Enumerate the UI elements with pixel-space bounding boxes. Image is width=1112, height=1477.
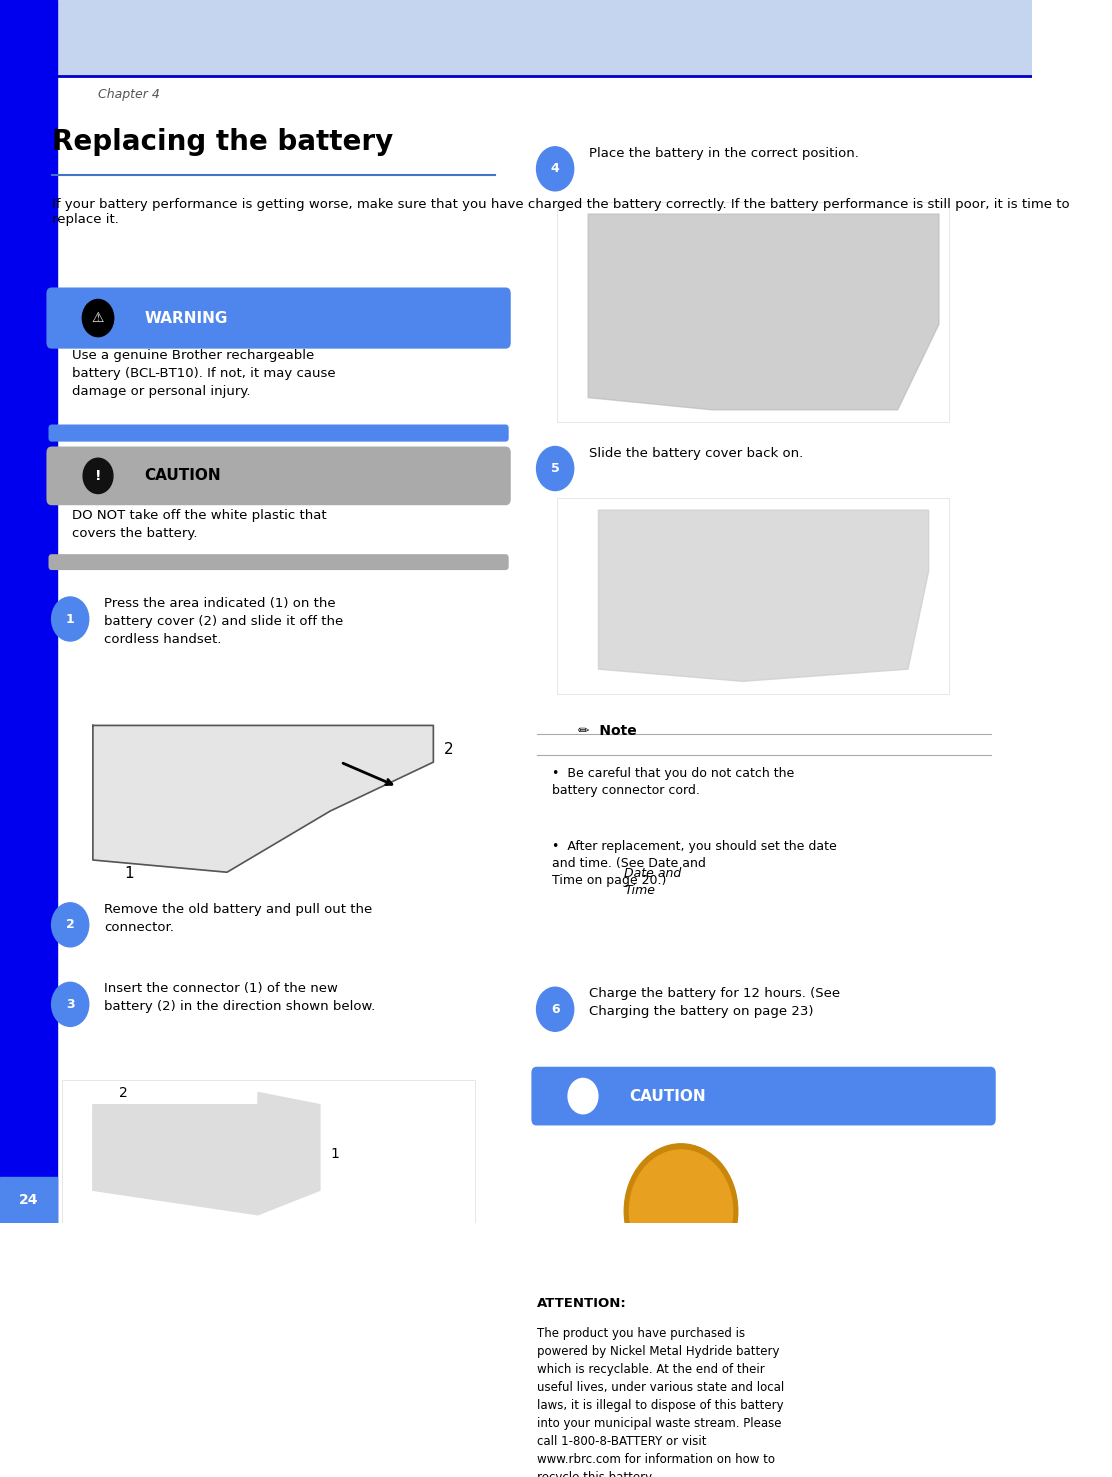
Text: 1: 1 [330, 1146, 339, 1161]
FancyBboxPatch shape [0, 0, 57, 1223]
Text: Remove the old battery and pull out the
connector.: Remove the old battery and pull out the … [105, 902, 373, 933]
Text: Press the area indicated (1) on the
battery cover (2) and slide it off the
cordl: Press the area indicated (1) on the batt… [105, 597, 344, 645]
Circle shape [537, 987, 574, 1031]
Text: The product you have purchased is
powered by Nickel Metal Hydride battery
which : The product you have purchased is powere… [537, 1328, 784, 1477]
FancyBboxPatch shape [49, 424, 508, 442]
FancyBboxPatch shape [47, 446, 510, 505]
Polygon shape [588, 214, 939, 409]
Polygon shape [93, 725, 434, 873]
FancyBboxPatch shape [532, 1066, 995, 1125]
Circle shape [537, 446, 574, 490]
Text: RECYCLE: RECYCLE [661, 1192, 702, 1201]
Text: 6: 6 [550, 1003, 559, 1016]
Text: 3: 3 [66, 998, 75, 1010]
FancyBboxPatch shape [49, 554, 508, 570]
Text: Replacing the battery: Replacing the battery [51, 128, 393, 157]
Polygon shape [598, 510, 929, 681]
Text: •  Be careful that you do not catch the
battery connector cord.: • Be careful that you do not catch the b… [552, 767, 794, 798]
Text: ⚠: ⚠ [92, 312, 105, 325]
FancyBboxPatch shape [0, 1177, 57, 1223]
Text: 24: 24 [19, 1193, 38, 1207]
FancyBboxPatch shape [0, 0, 1032, 75]
Text: If your battery performance is getting worse, make sure that you have charged th: If your battery performance is getting w… [51, 198, 1070, 226]
Circle shape [51, 597, 89, 641]
Text: 1: 1 [66, 613, 75, 625]
Circle shape [51, 902, 89, 947]
Text: 1: 1 [123, 866, 133, 882]
Text: Date and
Time: Date and Time [624, 867, 682, 898]
Text: Insert the connector (1) of the new
battery (2) in the direction shown below.: Insert the connector (1) of the new batt… [105, 982, 376, 1013]
Text: 2: 2 [119, 1086, 128, 1100]
Text: ✏  Note: ✏ Note [578, 724, 636, 738]
Text: 2: 2 [66, 919, 75, 932]
Text: RBRC: RBRC [667, 1238, 695, 1247]
Circle shape [568, 1078, 598, 1114]
Circle shape [624, 1143, 737, 1279]
Text: Slide the battery cover back on.: Slide the battery cover back on. [589, 446, 804, 459]
Text: Chapter 4: Chapter 4 [98, 89, 160, 100]
Text: CAUTION: CAUTION [629, 1089, 706, 1103]
Polygon shape [93, 1093, 320, 1214]
Circle shape [82, 300, 113, 337]
Text: 4: 4 [550, 162, 559, 176]
Text: WARNING: WARNING [145, 310, 228, 325]
Text: Charge the battery for 12 hours. (See
Charging the battery on page 23): Charge the battery for 12 hours. (See Ch… [589, 987, 841, 1018]
Circle shape [629, 1151, 733, 1272]
Text: Ni-MH™: Ni-MH™ [666, 1255, 696, 1264]
Text: 2: 2 [444, 743, 454, 758]
Text: 5: 5 [550, 462, 559, 476]
Circle shape [537, 146, 574, 191]
Text: •  After replacement, you should set the date
and time. (See Date and
Time on pa: • After replacement, you should set the … [552, 840, 837, 888]
Text: DO NOT take off the white plastic that
covers the battery.: DO NOT take off the white plastic that c… [72, 510, 327, 541]
Circle shape [51, 982, 89, 1027]
Text: Place the battery in the correct position.: Place the battery in the correct positio… [589, 146, 860, 160]
Text: Use a genuine Brother rechargeable
battery (BCL-BT10). If not, it may cause
dama: Use a genuine Brother rechargeable batte… [72, 349, 336, 397]
Text: ATTENTION:: ATTENTION: [537, 1297, 626, 1310]
Circle shape [83, 458, 113, 493]
Text: !: ! [95, 468, 101, 483]
Text: 1800.822.8837: 1800.822.8837 [654, 1214, 708, 1220]
Text: CAUTION: CAUTION [145, 468, 221, 483]
Text: ♻: ♻ [637, 1158, 667, 1190]
Text: !: ! [579, 1089, 586, 1103]
FancyBboxPatch shape [47, 288, 510, 349]
